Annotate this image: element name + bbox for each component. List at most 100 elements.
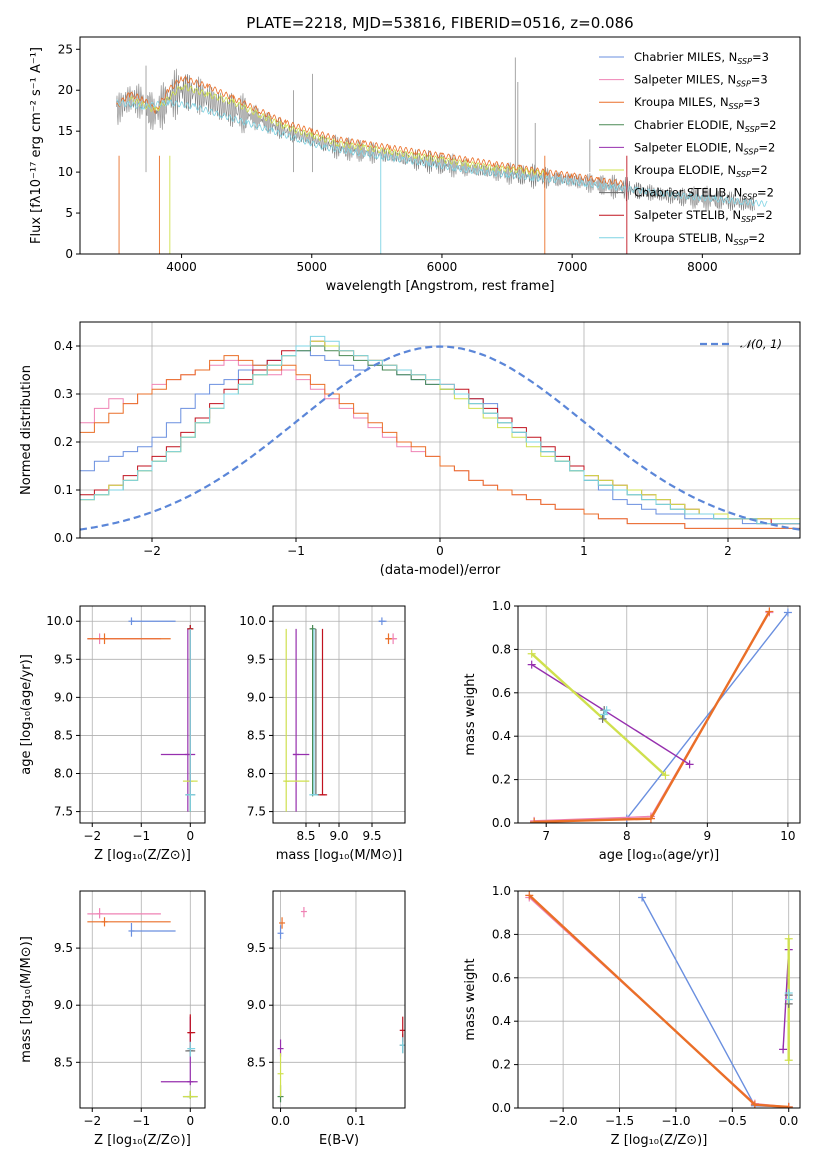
y-tick-label: 0.2 — [492, 773, 511, 787]
x-tick-label: −1.0 — [661, 1114, 690, 1128]
y-tick-label: 10.0 — [46, 614, 73, 628]
y-tick-label: 0 — [65, 247, 73, 261]
y-tick-label: 0.4 — [492, 729, 511, 743]
legend-label: Kroupa MILES, NSSP=3 — [634, 95, 760, 111]
y-tick-label: 0.2 — [492, 1058, 511, 1072]
y-tick-label: 1.0 — [492, 884, 511, 898]
y-tick-label: 0.1 — [54, 483, 73, 497]
x-tick-label: 5000 — [296, 260, 327, 274]
x-tick-label: 0 — [186, 829, 194, 843]
y-tick-label: 0.4 — [54, 339, 73, 353]
data-point-marker — [598, 714, 607, 723]
data-point-marker — [750, 1100, 759, 1108]
plot-area — [116, 57, 768, 254]
y-tick-label: 7.5 — [54, 805, 73, 819]
data-point-marker — [527, 649, 536, 658]
y-axis-label: mass weight — [463, 673, 478, 755]
axes-frame — [79, 605, 206, 824]
x-tick-label: −0.5 — [718, 1114, 747, 1128]
y-tick-label: 9.0 — [247, 998, 266, 1012]
weight-series-line — [641, 897, 789, 1108]
y-axis-label: mass [log₁₀(M/M⊙)] — [19, 936, 34, 1063]
legend-label-subscript: SSP — [741, 215, 756, 224]
grid-lines — [273, 891, 405, 1108]
chart-title: PLATE=2218, MJD=53816, FIBERID=0516, z=0… — [246, 14, 633, 32]
legend-label-tail: =2 — [760, 118, 777, 132]
legend-label: Salpeter ELODIE, NSSP=2 — [634, 140, 775, 156]
x-tick-label: 4000 — [166, 260, 197, 274]
weight-series-line — [534, 612, 771, 822]
x-axis-label: Z [log₁₀(Z/Z⊙)] — [94, 1133, 191, 1148]
x-tick-label: −2 — [83, 829, 101, 843]
panel-spectrum: 4000 5000 6000 7000 8000 0 5 10 15 20 25 wavelength… — [29, 36, 801, 294]
y-tick-label: 9.0 — [54, 690, 73, 704]
model-spectrum-line — [116, 99, 768, 207]
x-tick-label: 8 — [623, 829, 631, 843]
y-tick-label: 9.5 — [54, 652, 73, 666]
legend-label-subscript: SSP — [745, 125, 760, 134]
x-tick-label: 10 — [780, 829, 795, 843]
legend-label-main: Salpeter ELODIE, N — [634, 140, 744, 154]
data-point-marker — [784, 1056, 793, 1065]
data-point-marker — [784, 934, 793, 943]
panel-weight_vs_age: 7 8 9 10 0.0 0.2 0.4 0.6 0.8 1.0 age [log₁₀(age/yr… — [463, 599, 801, 863]
data-point-marker — [685, 760, 694, 769]
x-tick-label: 0 — [436, 544, 444, 558]
x-tick-label: −1 — [287, 544, 305, 558]
legend-label: 𝒩(0, 1) — [740, 337, 782, 351]
histogram-series — [80, 355, 800, 529]
y-tick-label: 0.4 — [492, 1014, 511, 1028]
y-tick-label: 9.5 — [247, 941, 266, 955]
model-spectrum-line — [129, 83, 547, 177]
x-axis-label: wavelength [Angstrom, rest frame] — [326, 279, 555, 294]
y-tick-label: 0.6 — [492, 971, 511, 985]
legend-label: Chabrier MILES, NSSP=3 — [634, 50, 769, 66]
panel-weight_vs_Z: −2.0 −1.5 −1.0 −0.5 0.0 0.0 0.2 0.4 0.6 0.8 1.0 Z [… — [463, 884, 801, 1148]
data-point-marker — [783, 608, 792, 617]
panel-age_vs_Z: −2 −1 0 7.5 8.0 8.5 9.0 9.5 10.0 Z [log₁₀(Z/Z⊙)] a… — [19, 605, 206, 863]
legend-label-tail: =2 — [757, 186, 774, 200]
y-tick-label: 10 — [58, 165, 73, 179]
data-point-marker — [661, 771, 670, 780]
weight-series-line — [531, 664, 690, 765]
y-tick-label: 25 — [58, 42, 73, 56]
axes-frame — [517, 890, 801, 1109]
y-axis-label: mass weight — [463, 958, 478, 1040]
data-point-marker — [600, 710, 609, 719]
legend-label-subscript: SSP — [736, 80, 751, 89]
legend-label: Chabrier STELIB, NSSP=2 — [634, 186, 774, 202]
legend-label-subscript: SSP — [737, 57, 752, 66]
x-axis-label: mass [log₁₀(M/M⊙)] — [276, 848, 403, 863]
legend-label-tail: =3 — [751, 73, 768, 87]
panel-residuals: −2 −1 0 1 2 0.0 0.1 0.2 0.3 0.4 (data-model)/error… — [19, 321, 801, 578]
y-tick-label: 20 — [58, 83, 73, 97]
axes-frame — [79, 36, 801, 255]
x-tick-label: 0.0 — [271, 1114, 290, 1128]
y-tick-label: 0.8 — [492, 642, 511, 656]
legend-label: Salpeter MILES, NSSP=3 — [634, 73, 768, 89]
data-point-marker — [646, 814, 655, 823]
y-tick-label: 8.0 — [247, 767, 266, 781]
legend-label-main: Salpeter STELIB, N — [634, 208, 741, 222]
y-tick-label: 0.0 — [54, 531, 73, 545]
y-tick-label: 10.0 — [239, 614, 266, 628]
legend-label-main: Chabrier ELODIE, N — [634, 118, 745, 132]
y-tick-label: 0.8 — [492, 927, 511, 941]
y-axis-label: Flux [fλ10⁻¹⁷ erg cm⁻² s⁻¹ A⁻¹] — [29, 47, 44, 244]
legend-label: Chabrier ELODIE, NSSP=2 — [634, 118, 776, 134]
legend-label: Kroupa STELIB, NSSP=2 — [634, 231, 765, 247]
grid-lines — [80, 322, 800, 539]
axes-frame — [517, 605, 801, 824]
data-point-marker — [765, 607, 774, 616]
gaussian-reference-curve — [80, 345, 800, 531]
data-point-marker — [602, 706, 611, 715]
data-point-marker — [784, 988, 793, 997]
legend-label-main: Chabrier MILES, N — [634, 50, 737, 64]
y-tick-label: 0.2 — [54, 435, 73, 449]
plot-area — [87, 617, 198, 812]
data-point-marker — [779, 1045, 788, 1054]
legend-label-main: Kroupa STELIB, N — [634, 231, 734, 245]
legend-label: Kroupa ELODIE, NSSP=2 — [634, 163, 768, 179]
